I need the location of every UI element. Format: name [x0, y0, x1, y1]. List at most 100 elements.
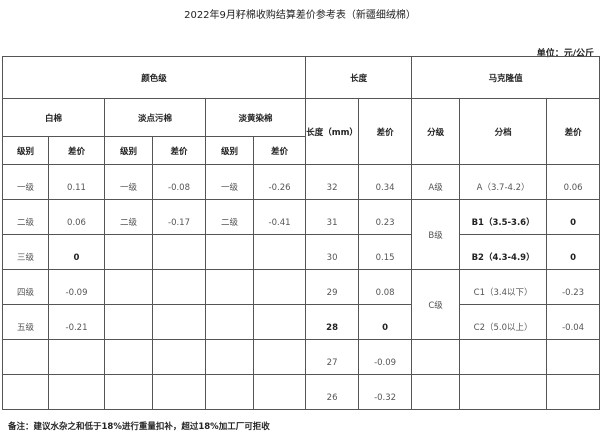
cell: 29: [305, 269, 360, 305]
cell: [252, 374, 307, 410]
cell: [152, 374, 206, 410]
cell: 0: [48, 234, 105, 270]
cell: -0.17: [152, 199, 206, 235]
cell: -0.21: [48, 304, 105, 340]
cell: 28: [305, 304, 360, 340]
header-micronaire: 马克隆值: [411, 56, 600, 99]
cell: 30: [305, 234, 360, 270]
cell: -0.09: [358, 339, 413, 375]
cell: [252, 269, 307, 305]
cell: [104, 339, 153, 375]
cell: [205, 269, 254, 305]
cell: [2, 339, 49, 375]
cell: -0.08: [152, 164, 206, 200]
cell: 二级: [205, 199, 254, 235]
cell: [104, 374, 153, 410]
cell: B级: [411, 199, 461, 270]
price-difference-table: 颜色级 长度 马克隆值 白棉 淡点污棉 淡黄染棉 长度（mm） 差价 分级 分档…: [1, 56, 600, 410]
cell: -0.23: [546, 269, 600, 305]
cell: 0.06: [546, 164, 600, 200]
cell: -0.04: [546, 304, 600, 340]
header-grade: 级别: [104, 136, 153, 165]
header-white: 白棉: [2, 98, 105, 137]
cell: [104, 304, 153, 340]
cell: -0.32: [358, 374, 413, 410]
cell: -0.26: [252, 164, 307, 200]
cell: 0: [546, 234, 600, 270]
cell: 0.08: [358, 269, 413, 305]
cell: 31: [305, 199, 360, 235]
cell: [459, 374, 548, 410]
header-length-mm: 长度（mm）: [305, 98, 360, 165]
cell: 0: [358, 304, 413, 340]
cell: [104, 269, 153, 305]
cell: B1（3.5-3.6）: [459, 199, 548, 235]
cell: 0: [546, 199, 600, 235]
table-row: 四级 -0.09 29 0.08 C级 C1（3.4以下） -0.23: [2, 269, 600, 340]
cell: 0.11: [48, 164, 105, 200]
cell: 三级: [2, 234, 49, 270]
cell: [152, 339, 206, 375]
cell: 二级: [104, 199, 153, 235]
unit-label: 单位：元/公斤: [536, 49, 594, 59]
cell: [205, 234, 254, 270]
table-row: 一级 0.11 一级 -0.08 一级 -0.26 32 0.34 A级 A（3…: [2, 164, 600, 200]
cell: [152, 269, 206, 305]
cell: 32: [305, 164, 360, 200]
cell: [2, 374, 49, 410]
cell: 四级: [2, 269, 49, 305]
cell: [411, 374, 461, 410]
cell: C1（3.4以下）: [459, 269, 548, 305]
cell: 0.15: [358, 234, 413, 270]
header-diff: 差价: [152, 136, 206, 165]
table-row: 三级 0 30 0.15 B2（4.3-4.9） 0: [2, 234, 600, 270]
cell: [411, 339, 461, 375]
cell: C级: [411, 269, 461, 340]
header-diff: 差价: [48, 136, 105, 165]
cell: [459, 339, 548, 375]
cell: 二级: [2, 199, 49, 235]
cell: -0.09: [48, 269, 105, 305]
cell: 27: [305, 339, 360, 375]
header-grade: 级别: [205, 136, 254, 165]
header-diff: 差价: [252, 136, 307, 165]
table-row: 二级 0.06 二级 -0.17 二级 -0.41 31 0.23 B级 B1（…: [2, 199, 600, 270]
cell: 26: [305, 374, 360, 410]
cell: A级: [411, 164, 461, 200]
header-length: 长度: [305, 56, 413, 99]
header-grade: 级别: [2, 136, 49, 165]
cell: [205, 374, 254, 410]
header-range: 分档: [459, 98, 548, 165]
cell: [48, 339, 105, 375]
page-title: 2022年9月籽棉收购结算差价参考表（新疆细绒棉）: [184, 10, 416, 21]
cell: B2（4.3-4.9）: [459, 234, 548, 270]
header-mic-diff: 差价: [546, 98, 600, 165]
cell: 0.23: [358, 199, 413, 235]
header-class: 分级: [411, 98, 461, 165]
cell: [152, 304, 206, 340]
cell: 0.34: [358, 164, 413, 200]
cell: [205, 339, 254, 375]
footnote: 备注：建议水杂之和低于18%进行重量扣补，超过18%加工厂可拒收: [8, 422, 270, 432]
cell: [152, 234, 206, 270]
table-row: 五级 -0.21 28 0 C2（5.0以上） -0.04: [2, 304, 600, 340]
cell: 五级: [2, 304, 49, 340]
cell: 0.06: [48, 199, 105, 235]
cell: 一级: [104, 164, 153, 200]
header-light-spotted: 淡点污棉: [104, 98, 206, 137]
cell: [104, 234, 153, 270]
cell: [546, 339, 600, 375]
table-row: 27 -0.09: [2, 339, 600, 375]
cell: [252, 304, 307, 340]
header-length-diff: 差价: [358, 98, 413, 165]
cell: [252, 339, 307, 375]
cell: [252, 234, 307, 270]
cell: A（3.7-4.2）: [459, 164, 548, 200]
cell: C2（5.0以上）: [459, 304, 548, 340]
cell: 一级: [2, 164, 49, 200]
cell: [205, 304, 254, 340]
table-row: 26 -0.32: [2, 374, 600, 410]
cell: [546, 374, 600, 410]
cell: 一级: [205, 164, 254, 200]
header-light-yellow: 淡黄染棉: [204, 98, 307, 137]
